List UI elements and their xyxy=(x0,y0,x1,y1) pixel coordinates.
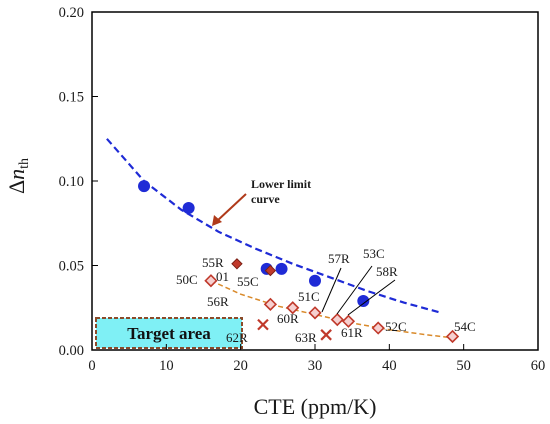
point-label-54c: 54C xyxy=(454,319,476,334)
y-tick-label: 0.10 xyxy=(59,174,84,190)
x-tick-label: 50 xyxy=(456,358,471,374)
lower-limit-arrowhead xyxy=(212,215,222,226)
point-label-01: 01 xyxy=(216,269,229,284)
x-tick-label: 20 xyxy=(233,358,248,374)
arrow-58r xyxy=(347,279,396,316)
y-tick-label: 0.00 xyxy=(59,343,84,359)
point-label-53c: 53C xyxy=(363,246,385,261)
blue-circle-point xyxy=(182,202,195,215)
lower-limit-label-line1: Lower limit xyxy=(251,177,311,191)
point-label-51c: 51C xyxy=(298,289,320,304)
target-area-label: Target area xyxy=(127,324,211,343)
open-diamond-point xyxy=(308,306,322,320)
point-label-50c: 50C xyxy=(176,272,198,287)
point-label-55r: 55R xyxy=(202,255,224,270)
filled-diamond-point xyxy=(231,258,243,270)
y-axis-title-sub: th xyxy=(17,158,32,169)
callout-arrows xyxy=(321,265,396,316)
open-diamond-point xyxy=(263,297,278,312)
lower-limit-arrow xyxy=(216,193,247,222)
lower-limit-annotation: Lower limit curve xyxy=(212,177,311,226)
lower-limit-curve xyxy=(106,138,442,314)
x-axis-title: CTE (ppm/K) xyxy=(254,394,377,419)
open-diamond-point xyxy=(341,314,356,328)
filled-diamond-point xyxy=(264,264,277,277)
y-axis-title-n: n xyxy=(4,169,29,180)
x-tick-label: 0 xyxy=(88,358,95,374)
open-diamond-point xyxy=(445,329,460,344)
point-label-52c: 52C xyxy=(385,319,407,334)
point-label-55c: 55C xyxy=(237,274,259,289)
axis-ticks: 0 10 20 30 40 50 600.000.050.100.150.20 xyxy=(59,5,546,374)
x-tick-label: 60 xyxy=(531,358,546,374)
data-marks xyxy=(138,180,460,344)
blue-circle-point xyxy=(357,294,370,307)
point-label-56r: 56R xyxy=(207,294,229,309)
point-label-61r: 61R xyxy=(341,325,363,340)
target-area: Target area xyxy=(95,317,243,349)
point-label-58r: 58R xyxy=(376,264,398,279)
blue-circle-point xyxy=(275,262,288,275)
open-diamond-point xyxy=(330,312,344,327)
x-tick-label: 10 xyxy=(159,358,174,374)
x-tick-label: 30 xyxy=(308,358,323,374)
y-axis-title-delta: Δ xyxy=(4,180,29,194)
trend-curve xyxy=(210,280,457,339)
y-axis-title: Δnth xyxy=(4,158,32,194)
y-tick-label: 0.15 xyxy=(59,90,84,106)
point-label-57r: 57R xyxy=(328,251,350,266)
blue-circle-point xyxy=(138,180,151,193)
lower-limit-label-line2: curve xyxy=(251,192,280,206)
open-diamond-point xyxy=(371,321,385,335)
arrow-57r xyxy=(321,267,342,313)
open-diamond-point xyxy=(204,274,218,288)
blue-circle-point xyxy=(309,274,321,287)
open-diamond-point xyxy=(286,301,300,315)
y-tick-label: 0.05 xyxy=(59,259,84,275)
point-label-60r: 60R xyxy=(277,311,299,326)
x-tick-label: 40 xyxy=(382,358,397,374)
target-area-box xyxy=(95,317,243,349)
curves xyxy=(106,138,457,339)
point-label-63r: 63R xyxy=(295,330,317,345)
cross-point xyxy=(320,329,332,341)
arrow-53c xyxy=(336,265,373,315)
cross-point xyxy=(257,318,269,331)
point-label-62r: 62R xyxy=(226,330,248,345)
y-tick-label: 0.20 xyxy=(59,5,84,21)
